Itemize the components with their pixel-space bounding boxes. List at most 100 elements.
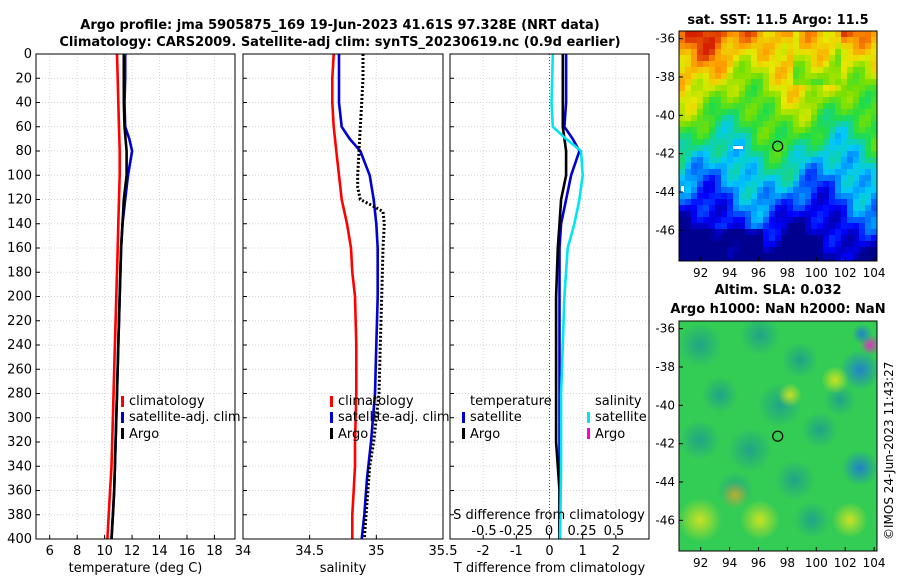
sst-cell <box>811 187 818 194</box>
sla-anomaly-blob <box>842 450 877 486</box>
sst-cell <box>811 211 818 218</box>
sst-cell <box>847 133 854 140</box>
sst-cell <box>703 241 710 248</box>
sst-cell <box>865 157 872 164</box>
sst-cell <box>745 31 752 38</box>
sst-cell <box>697 193 704 200</box>
sst-cell <box>871 211 877 218</box>
sst-cell <box>769 211 776 218</box>
sst-cell <box>817 169 824 176</box>
sst-cell <box>775 253 782 260</box>
sst-cell <box>841 127 848 134</box>
sst-cell <box>811 115 818 122</box>
sst-cell <box>787 79 794 86</box>
sst-cell <box>829 61 836 68</box>
sst-cell <box>841 103 848 110</box>
sst-cell <box>781 259 788 261</box>
sst-cell <box>781 223 788 230</box>
sst-cell <box>829 157 836 164</box>
sst-cell <box>721 91 728 98</box>
sst-cell <box>811 55 818 62</box>
sst-cell <box>817 145 824 152</box>
sst-cell <box>775 163 782 170</box>
sst-cell <box>775 223 782 230</box>
sst-cell <box>775 229 782 236</box>
sst-cell <box>733 151 740 158</box>
sst-cell <box>847 67 854 74</box>
sst-cell <box>745 145 752 152</box>
sst-cell <box>799 103 806 110</box>
sst-cell <box>859 223 866 230</box>
sst-cell <box>817 181 824 188</box>
sst-cell <box>703 79 710 86</box>
series-line-temperature-argo <box>554 54 568 539</box>
sst-cell <box>751 163 758 170</box>
sst-cell <box>799 175 806 182</box>
sst-cell <box>763 205 770 212</box>
sst-cell <box>853 103 860 110</box>
sst-cell <box>727 49 734 56</box>
sst-cell <box>715 199 722 206</box>
sst-cell <box>841 259 848 261</box>
sst-cell <box>835 49 842 56</box>
sst-cell <box>793 151 800 158</box>
sst-cell <box>841 43 848 50</box>
x-tick-label: 10 <box>96 544 113 559</box>
sst-cell <box>697 67 704 74</box>
sla-anomaly-blob <box>802 412 838 448</box>
sst-cell <box>829 163 836 170</box>
sst-cell <box>859 97 866 104</box>
sst-cell <box>829 91 836 98</box>
sst-cell <box>685 97 692 104</box>
sst-cell <box>859 199 866 206</box>
sst-cell <box>769 157 776 164</box>
sst-cell <box>853 85 860 92</box>
x-tick-label: 16 <box>179 544 196 559</box>
sst-cell <box>721 133 728 140</box>
sst-cell <box>835 253 842 260</box>
sst-cell <box>865 181 872 188</box>
sst-cell <box>775 175 782 182</box>
legend-swatch-temp-satellite <box>462 412 465 423</box>
sst-cell <box>775 43 782 50</box>
sst-cell <box>793 211 800 218</box>
sst-cell <box>799 223 806 230</box>
sst-cell <box>751 31 758 38</box>
sst-cell <box>865 73 872 80</box>
sst-cell <box>739 199 746 206</box>
sst-cell <box>853 127 860 134</box>
sst-cell <box>871 247 877 254</box>
sst-cell <box>841 151 848 158</box>
sla-map-title-line2: Argo h1000: NaN h2000: NaN <box>670 302 885 317</box>
sst-cell <box>775 103 782 110</box>
sst-cell <box>793 61 800 68</box>
sst-cell <box>763 169 770 176</box>
sst-cell <box>739 67 746 74</box>
sst-cell <box>739 157 746 164</box>
sst-cell <box>841 175 848 182</box>
sst-cell <box>709 205 716 212</box>
sst-cell <box>793 127 800 134</box>
sst-cell <box>865 43 872 50</box>
sst-cell <box>781 73 788 80</box>
sst-cell <box>709 211 716 218</box>
x-tick-label: 35.5 <box>429 544 458 559</box>
sst-cell <box>853 37 860 44</box>
sst-cell <box>811 73 818 80</box>
sst-cell <box>739 223 746 230</box>
legend-swatch-climatology <box>121 396 124 407</box>
x-tick-label: -2 <box>477 544 490 559</box>
sst-cell <box>817 115 824 122</box>
sst-cell <box>847 109 854 116</box>
sst-cell <box>793 145 800 152</box>
sst-cell <box>763 67 770 74</box>
sst-cell <box>865 205 872 212</box>
sst-cell <box>811 61 818 68</box>
sst-cell <box>739 139 746 146</box>
sst-cell <box>739 37 746 44</box>
sst-cell <box>817 37 824 44</box>
sst-cell <box>817 85 824 92</box>
sst-cell <box>679 31 686 38</box>
sst-cell <box>775 205 782 212</box>
sst-cell <box>847 205 854 212</box>
